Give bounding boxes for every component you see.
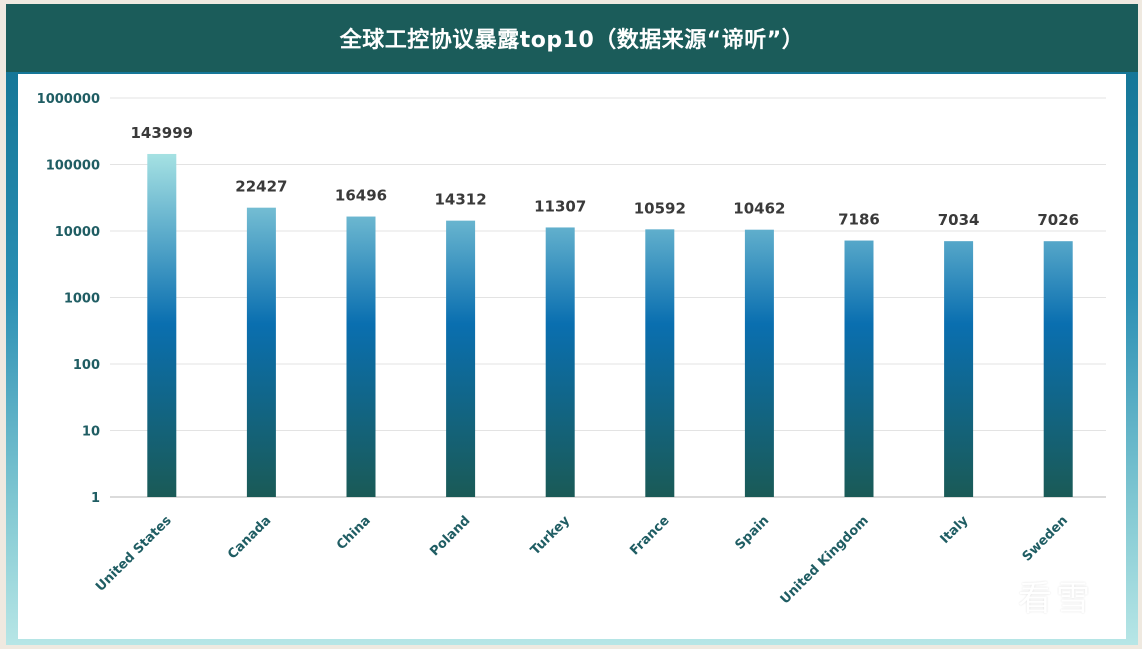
y-tick-label: 100 (73, 358, 100, 373)
data-label: 7186 (838, 211, 880, 229)
gridlines (110, 97, 1106, 498)
data-label: 22427 (235, 178, 287, 196)
data-label: 7026 (1037, 211, 1079, 229)
data-label: 16496 (335, 187, 387, 205)
y-tick-label: 1000000 (37, 92, 100, 107)
y-tick-label: 1 (91, 491, 100, 506)
x-tick-label: Sweden (1020, 513, 1071, 564)
chart-title: 全球工控协议暴露top10（数据来源“谛听”） (339, 28, 805, 53)
bar (645, 229, 675, 497)
snowflake-icon (963, 571, 1005, 619)
bar (147, 153, 177, 497)
data-label: 14312 (435, 191, 487, 209)
bar (545, 227, 575, 497)
data-label: 143999 (130, 124, 193, 142)
y-tick-label: 10000 (55, 225, 100, 240)
bar (446, 220, 476, 497)
watermark: 看雪 (958, 563, 1118, 627)
bar (844, 240, 874, 498)
bar (944, 241, 974, 497)
data-label: 7034 (938, 211, 980, 229)
x-tick-label: Turkey (528, 513, 573, 558)
x-tick-label: Spain (733, 513, 773, 553)
bar (1043, 241, 1073, 497)
bar (246, 207, 276, 498)
x-tick-label: Poland (427, 513, 473, 559)
y-tick-label: 1000 (64, 292, 100, 307)
x-tick-label: Canada (225, 513, 274, 562)
data-labels: 143999 22427 16496 14312 11307 10592 10462 7186… (130, 124, 1079, 229)
y-axis-ticks: 1 10 100 1000 10000 100000 1000000 (37, 92, 100, 506)
x-tick-label: France (627, 513, 672, 558)
bar (744, 229, 774, 497)
x-tick-label: Italy (938, 513, 972, 547)
x-tick-label: United States (93, 513, 175, 595)
bars (147, 153, 1073, 498)
y-tick-label: 10 (82, 425, 100, 440)
title-bar: 全球工控协议暴露top10（数据来源“谛听”） (6, 4, 1138, 72)
data-label: 11307 (534, 197, 586, 215)
bar (346, 216, 376, 498)
y-tick-label: 100000 (46, 159, 100, 174)
x-axis-ticks: United States Canada China Poland Turkey Fran… (93, 513, 1071, 607)
data-label: 10592 (634, 199, 686, 217)
x-tick-label: United Kingdom (778, 513, 872, 607)
data-label: 10462 (733, 200, 785, 218)
x-tick-label: China (334, 513, 374, 553)
watermark-text: 看雪 (1018, 578, 1094, 619)
